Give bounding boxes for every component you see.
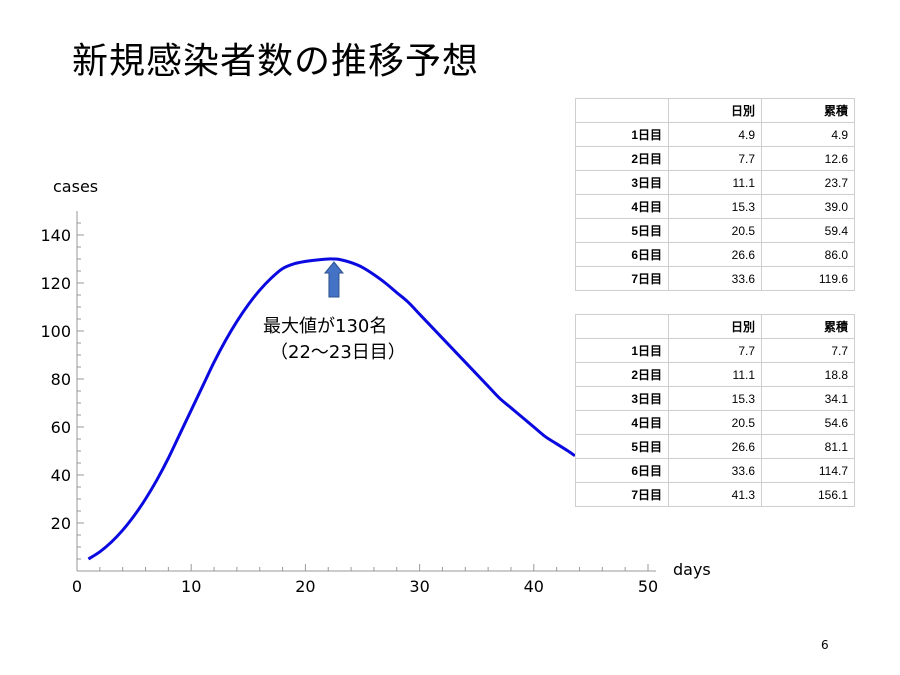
value-cell: 114.7 [761, 458, 855, 483]
x-tick-label: 50 [638, 577, 658, 596]
x-tick-label: 40 [524, 577, 544, 596]
daily-table-2: 日別 累積 1日目 7.7 7.7 2日目 11.1 18.8 3日目 15.3 34.1 4日目 20… [575, 314, 855, 507]
value-cell: 15.3 [668, 194, 762, 219]
value-cell: 18.8 [761, 362, 855, 387]
annotation-line1: 最大値が130名 [263, 316, 387, 337]
header-cell: 累積 [761, 314, 855, 339]
value-cell: 86.0 [761, 242, 855, 267]
value-cell: 81.1 [761, 434, 855, 459]
annotation-line2: （22～23日目） [270, 342, 406, 363]
chart-axes [76, 211, 656, 572]
row-label-cell: 5日目 [575, 218, 669, 243]
slide-title: 新規感染者数の推移予想 [72, 41, 480, 82]
daily-table-1: 日別 累積 1日目 4.9 4.9 2日目 7.7 12.6 3日目 11.1 23.7 4日目 15.… [575, 98, 855, 291]
table-header-row: 日別 累積 [575, 98, 855, 123]
y-tick-label: 100 [40, 322, 71, 341]
x-tick-label: 10 [181, 577, 201, 596]
value-cell: 20.5 [668, 410, 762, 435]
table-row: 2日目 7.7 12.6 [575, 146, 855, 171]
row-label-cell: 6日目 [575, 458, 669, 483]
value-cell: 33.6 [668, 458, 762, 483]
y-tick-label: 20 [51, 514, 71, 533]
table-header-row: 日別 累積 [575, 314, 855, 339]
value-cell: 59.4 [761, 218, 855, 243]
y-tick-label: 140 [40, 226, 71, 245]
chart-ticks: 0 10 20 30 40 50 20 40 60 80 100 120 140 [40, 222, 658, 596]
value-cell: 23.7 [761, 170, 855, 195]
y-tick-label: 60 [51, 418, 71, 437]
table-row: 6日目 33.6 114.7 [575, 458, 855, 483]
header-cell: 日別 [668, 98, 762, 123]
row-label-cell: 7日目 [575, 482, 669, 507]
x-tick-label: 20 [295, 577, 315, 596]
header-cell [575, 98, 669, 123]
row-label-cell: 2日目 [575, 146, 669, 171]
value-cell: 156.1 [761, 482, 855, 507]
value-cell: 7.7 [668, 338, 762, 363]
value-cell: 26.6 [668, 242, 762, 267]
value-cell: 7.7 [761, 338, 855, 363]
table-row: 3日目 11.1 23.7 [575, 170, 855, 195]
peak-annotation: 最大値が130名 （22～23日目） [263, 261, 406, 363]
row-label-cell: 4日目 [575, 410, 669, 435]
table-row: 7日目 33.6 119.6 [575, 266, 855, 291]
x-tick-label: 30 [409, 577, 429, 596]
table-row: 3日目 15.3 34.1 [575, 386, 855, 411]
value-cell: 11.1 [668, 362, 762, 387]
table-row: 6日目 26.6 86.0 [575, 242, 855, 267]
row-label-cell: 5日目 [575, 434, 669, 459]
row-label-cell: 4日目 [575, 194, 669, 219]
value-cell: 11.1 [668, 170, 762, 195]
table-row: 5日目 20.5 59.4 [575, 218, 855, 243]
table-row: 4日目 20.5 54.6 [575, 410, 855, 435]
table-row: 2日目 11.1 18.8 [575, 362, 855, 387]
y-tick-label: 80 [51, 370, 71, 389]
header-cell: 日別 [668, 314, 762, 339]
series-line [87, 257, 576, 561]
x-axis-label: days [673, 560, 711, 579]
table-row: 4日目 15.3 39.0 [575, 194, 855, 219]
value-cell: 20.5 [668, 218, 762, 243]
value-cell: 41.3 [668, 482, 762, 507]
row-label-cell: 2日目 [575, 362, 669, 387]
value-cell: 33.6 [668, 266, 762, 291]
value-cell: 4.9 [668, 122, 762, 147]
table-row: 1日目 4.9 4.9 [575, 122, 855, 147]
x-tick-label: 0 [72, 577, 82, 596]
value-cell: 7.7 [668, 146, 762, 171]
row-label-cell: 6日目 [575, 242, 669, 267]
page-number: 6 [821, 638, 829, 652]
header-cell [575, 314, 669, 339]
row-label-cell: 3日目 [575, 170, 669, 195]
row-label-cell: 3日目 [575, 386, 669, 411]
y-tick-label: 40 [51, 466, 71, 485]
value-cell: 12.6 [761, 146, 855, 171]
value-cell: 4.9 [761, 122, 855, 147]
value-cell: 54.6 [761, 410, 855, 435]
value-cell: 26.6 [668, 434, 762, 459]
table-row: 7日目 41.3 156.1 [575, 482, 855, 507]
value-cell: 15.3 [668, 386, 762, 411]
row-label-cell: 1日目 [575, 122, 669, 147]
value-cell: 39.0 [761, 194, 855, 219]
table-row: 1日目 7.7 7.7 [575, 338, 855, 363]
value-cell: 34.1 [761, 386, 855, 411]
y-tick-label: 120 [40, 274, 71, 293]
y-axis-label: cases [53, 177, 98, 196]
table-row: 5日目 26.6 81.1 [575, 434, 855, 459]
row-label-cell: 1日目 [575, 338, 669, 363]
header-cell: 累積 [761, 98, 855, 123]
up-arrow-icon [323, 261, 345, 298]
row-label-cell: 7日目 [575, 266, 669, 291]
value-cell: 119.6 [761, 266, 855, 291]
